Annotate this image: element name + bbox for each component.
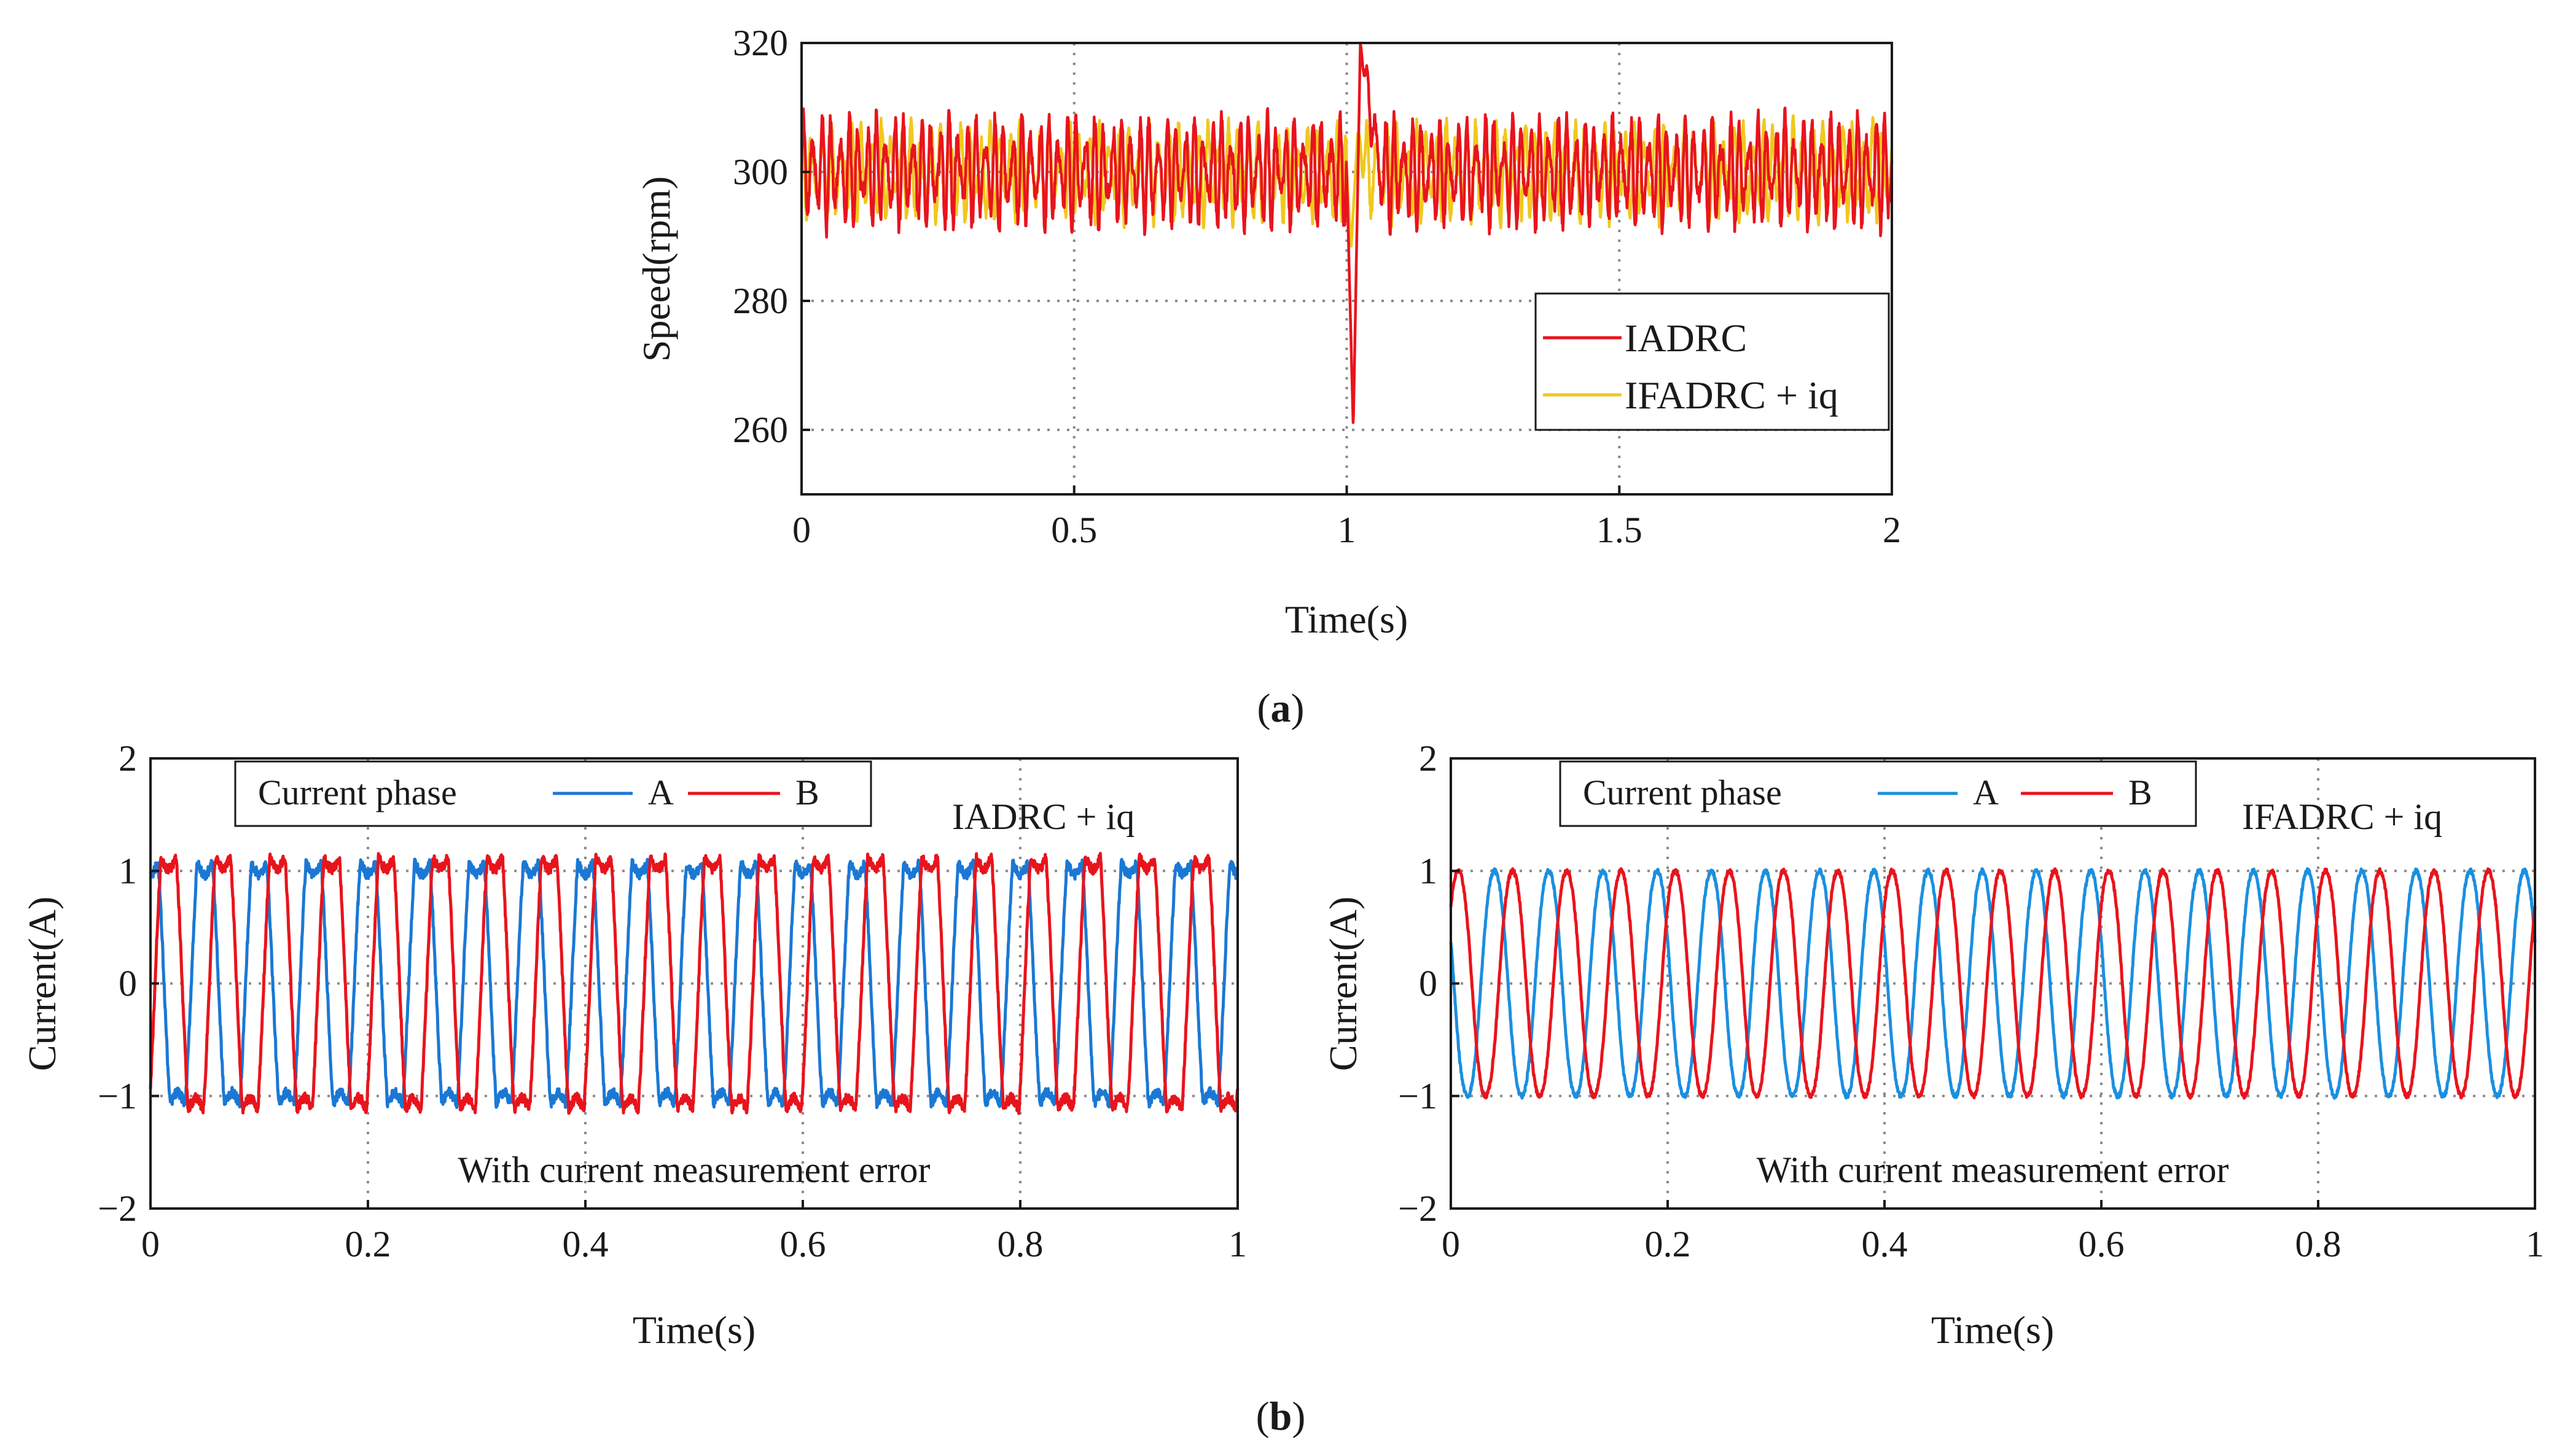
panel-label-b: (b) [1256, 1394, 1306, 1439]
x-tick-label: 0 [141, 1224, 160, 1264]
x-axis-label-a: Time(s) [1285, 598, 1408, 641]
y-tick-label: −2 [1398, 1188, 1437, 1229]
series-line-phase-b [1449, 867, 2537, 1100]
y-tick-label: −2 [98, 1188, 137, 1229]
x-tick-label: 0.2 [345, 1224, 391, 1264]
y-axis-label-br: Current(A) [1321, 897, 1365, 1071]
y-tick-label: 0 [119, 964, 137, 1004]
controller-label-br: IFADRC + iq [2242, 796, 2442, 837]
panel-letter-a: a [1271, 686, 1291, 731]
y-tick-label: 320 [733, 23, 788, 63]
panel-letter-b: b [1270, 1394, 1292, 1439]
x-tick-label: 0.4 [563, 1224, 609, 1264]
y-tick-label: 2 [1419, 738, 1437, 779]
legend-title-bl: Current phase [258, 773, 457, 812]
ticks-bl: 0 0.2 0.4 0.6 0.8 1 −2 −1 0 1 2 [98, 738, 1247, 1264]
condition-label-br: With current measurement error [1757, 1150, 2229, 1190]
legend-label-br-a: A [1973, 773, 1999, 812]
legend-a: IADRC IFADRC + iq [1534, 292, 1890, 431]
y-tick-label: 1 [1419, 851, 1437, 891]
x-tick-label: 0.8 [998, 1224, 1044, 1264]
ticks-a: 0 0.5 1 1.5 2 260 280 300 320 [733, 23, 1901, 550]
panel-label-a: (a) [1257, 686, 1305, 731]
y-axis-label-bl: Current(A) [20, 897, 64, 1071]
condition-label-bl: With current measurement error [458, 1150, 931, 1190]
x-tick-label: 0.4 [1862, 1224, 1908, 1264]
y-tick-label: 1 [119, 851, 137, 891]
legend-label-iadrc: IADRC [1625, 316, 1747, 360]
x-tick-label: 0.6 [780, 1224, 826, 1264]
legend-bl: Current phase A B [234, 760, 872, 827]
x-tick-label: 0 [792, 510, 811, 550]
y-tick-label: 2 [119, 738, 137, 779]
ticks-br: 0 0.2 0.4 0.6 0.8 1 −2 −1 0 1 2 [1398, 738, 2544, 1264]
x-tick-label: 1 [1338, 510, 1356, 550]
x-axis-label-bl: Time(s) [633, 1308, 756, 1352]
legend-title-br: Current phase [1583, 773, 1782, 812]
x-tick-label: 0.6 [2079, 1224, 2125, 1264]
series-bl [149, 852, 1240, 1115]
x-tick-label: 1 [2526, 1224, 2544, 1264]
x-tick-label: 0 [1442, 1224, 1460, 1264]
y-axis-label-a: Speed(rpm) [635, 176, 678, 362]
x-tick-label: 1.5 [1596, 510, 1642, 550]
series-line-phase-b [149, 852, 1240, 1115]
series-a [800, 41, 1894, 424]
x-tick-label: 0.5 [1051, 510, 1097, 550]
series-line-phase-a [1449, 867, 2537, 1100]
series-br [1449, 867, 2537, 1100]
legend-box-a [1534, 292, 1890, 431]
grid-br [1451, 758, 2535, 1209]
x-tick-label: 2 [1883, 510, 1901, 550]
x-tick-label: 0.2 [1645, 1224, 1691, 1264]
controller-label-bl: IADRC + iq [952, 796, 1135, 837]
legend-label-bl-a: A [648, 773, 674, 812]
y-tick-label: −1 [1398, 1076, 1437, 1116]
legend-label-br-b: B [2128, 773, 2152, 812]
x-axis-label-br: Time(s) [1931, 1308, 2054, 1352]
current-chart-ifadrc: 0 0.2 0.4 0.6 0.8 1 −2 −1 0 1 2 Time(s) Current(A)… [1321, 738, 2544, 1352]
current-chart-iadrc: 0 0.2 0.4 0.6 0.8 1 −2 −1 0 1 2 Time(s) Current(A)… [20, 738, 1247, 1352]
x-tick-label: 0.8 [2295, 1224, 2341, 1264]
y-tick-label: 0 [1419, 964, 1437, 1004]
y-tick-label: −1 [98, 1076, 137, 1116]
y-tick-label: 260 [733, 410, 788, 450]
speed-chart: 0 0.5 1 1.5 2 260 280 300 320 Time(s) Speed(rpm)… [635, 23, 1901, 731]
y-tick-label: 280 [733, 281, 788, 321]
x-tick-label: 1 [1228, 1224, 1247, 1264]
series-line-iadrc [800, 41, 1894, 424]
legend-label-ifadrc-iq: IFADRC + iq [1625, 373, 1838, 417]
legend-br: Current phase A B [1559, 760, 2197, 827]
legend-label-bl-b: B [795, 773, 819, 812]
y-tick-label: 300 [733, 152, 788, 192]
